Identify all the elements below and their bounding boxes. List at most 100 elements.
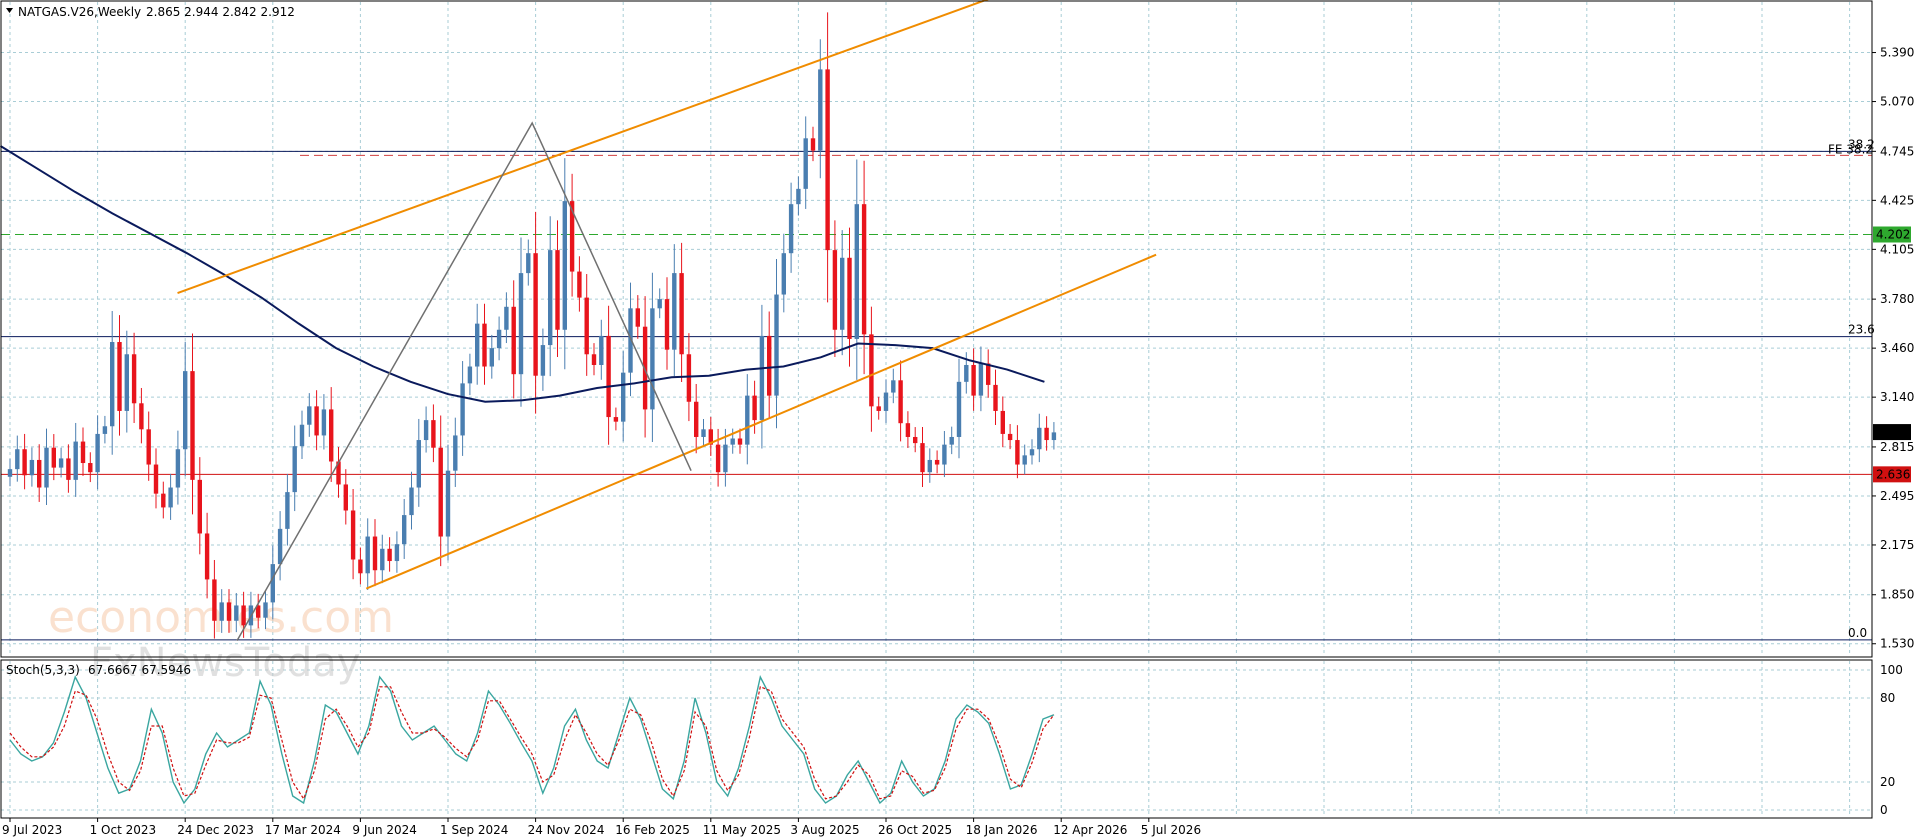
candle-body [161, 493, 166, 508]
candle-body [518, 273, 524, 375]
stoch-panel-frame [0, 659, 1873, 819]
candle-body [168, 487, 173, 508]
candle-body [584, 297, 589, 355]
candle-body [650, 308, 655, 410]
candle-body [511, 306, 516, 375]
candle-body [613, 417, 619, 422]
candle-body [774, 294, 779, 396]
candle-body [781, 253, 786, 295]
candle-body [241, 605, 246, 626]
candle-body [197, 479, 202, 534]
price-tick-label: 4.745 [1880, 144, 1914, 158]
moving-average-line [0, 145, 1045, 403]
candle-body [402, 515, 407, 545]
fe-level-label: FE 38.2 [1828, 142, 1873, 156]
time-tick-label: 1 Oct 2023 [90, 823, 157, 837]
candle-body [956, 381, 962, 437]
candle-body [818, 69, 823, 151]
candle-body [343, 484, 348, 511]
chart-header: NATGAS.V26,Weekly 2.865 2.944 2.842 2.91… [6, 5, 295, 19]
candle-body [694, 401, 699, 437]
watermark-sub: FxNewsToday [90, 640, 360, 686]
candle-body [1029, 449, 1035, 456]
price-tick-label: 1.530 [1880, 637, 1914, 651]
candle-body [621, 372, 626, 422]
price-tick-label: 3.140 [1880, 390, 1914, 404]
candle-body [978, 363, 984, 396]
candle-body [88, 463, 93, 473]
channel-lower-line [365, 253, 1157, 590]
candle-body [803, 138, 808, 189]
candle-body [15, 449, 20, 470]
time-tick-label: 9 Jun 2024 [352, 823, 417, 837]
candle-body [226, 602, 232, 621]
candle-body [964, 364, 969, 382]
candle-body [44, 447, 49, 488]
candle-body [796, 188, 801, 205]
candle-body [22, 449, 27, 476]
candle-body [51, 447, 56, 468]
candle-body [438, 447, 443, 537]
candle-body [708, 429, 713, 445]
candle-body [1037, 427, 1042, 450]
zigzag-line [236, 121, 692, 642]
price-levels [1, 150, 1872, 641]
price-tick-label: 5.070 [1880, 95, 1914, 109]
main-panel-frame [0, 0, 1873, 658]
fib-level-label: 23.6 [1848, 323, 1875, 337]
time-tick-label: 3 Aug 2025 [790, 823, 859, 837]
candle-body [80, 441, 86, 464]
candle-body [533, 253, 538, 376]
candle-body [1015, 440, 1020, 465]
candle-body [599, 335, 604, 365]
candle-body [1000, 410, 1005, 434]
candle-body [861, 204, 867, 335]
candle-body [358, 559, 363, 574]
price-tick-label: 3.460 [1880, 341, 1914, 355]
stoch-tick-label: 0 [1880, 803, 1888, 817]
candle-body [635, 308, 640, 327]
channel-upper-line [177, 0, 989, 294]
candle-body [350, 510, 356, 560]
time-tick-label: 18 Jan 2026 [966, 823, 1038, 837]
candle-body [321, 409, 327, 436]
price-tick-label: 4.425 [1880, 193, 1914, 207]
candle-body [29, 459, 35, 476]
candle-body [672, 273, 677, 350]
candle-body [1051, 432, 1057, 441]
candle-body [1007, 433, 1013, 441]
candle-body [745, 395, 750, 445]
candle-body [825, 69, 830, 251]
candle-body [723, 444, 728, 473]
candle-body [445, 470, 451, 537]
price-tick-label: 3.780 [1880, 292, 1914, 306]
candle-body [986, 363, 991, 385]
candle-body [234, 605, 239, 621]
price-tick-label: 1.850 [1880, 588, 1914, 602]
candle-body [110, 342, 115, 427]
candle-body [504, 306, 509, 330]
candle-body [840, 257, 845, 330]
candle-body [219, 602, 224, 621]
candle-body [431, 420, 436, 448]
candle-body [467, 366, 473, 384]
candle-body [292, 446, 297, 493]
candle-body [117, 342, 122, 411]
candle-body [971, 364, 976, 396]
candle-body [548, 250, 553, 346]
candle-body [124, 354, 129, 411]
candle-body [569, 201, 575, 272]
stochastic-lines [9, 674, 1055, 805]
candle-body [540, 345, 546, 376]
candle-body [58, 458, 64, 468]
candle-body [701, 429, 706, 437]
candle-body [204, 533, 210, 580]
price-tick-label: 2.495 [1880, 489, 1914, 503]
candle-body [913, 436, 918, 444]
chevron-down-icon[interactable] [6, 8, 13, 13]
candle-body [854, 204, 859, 339]
time-tick-label: 26 Oct 2025 [878, 823, 952, 837]
stoch-main-line [9, 674, 1055, 805]
candle-body [314, 406, 319, 436]
candle-body [577, 271, 582, 298]
